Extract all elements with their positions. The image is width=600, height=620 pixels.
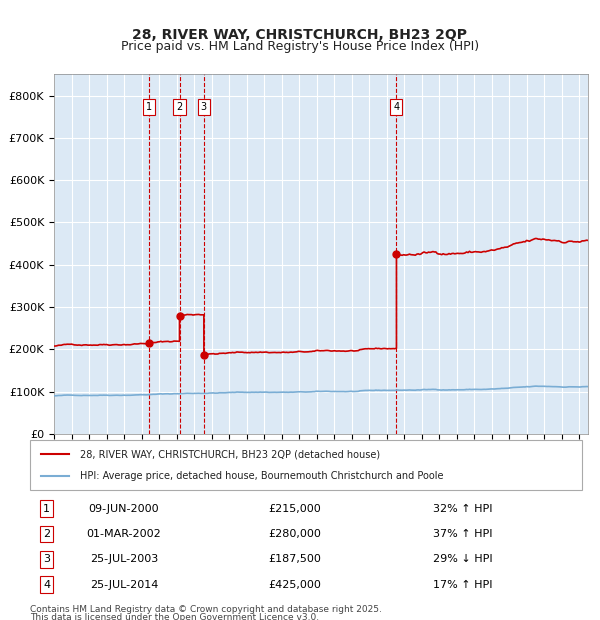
Text: 09-JUN-2000: 09-JUN-2000 bbox=[89, 504, 159, 514]
Text: This data is licensed under the Open Government Licence v3.0.: This data is licensed under the Open Gov… bbox=[30, 613, 319, 620]
Text: 2: 2 bbox=[43, 529, 50, 539]
Text: 29% ↓ HPI: 29% ↓ HPI bbox=[433, 554, 493, 564]
Text: 1: 1 bbox=[43, 504, 50, 514]
Text: 17% ↑ HPI: 17% ↑ HPI bbox=[433, 580, 493, 590]
Text: 25-JUL-2003: 25-JUL-2003 bbox=[90, 554, 158, 564]
Text: 28, RIVER WAY, CHRISTCHURCH, BH23 2QP (detached house): 28, RIVER WAY, CHRISTCHURCH, BH23 2QP (d… bbox=[80, 449, 380, 459]
Text: 37% ↑ HPI: 37% ↑ HPI bbox=[433, 529, 493, 539]
Text: HPI: Average price, detached house, Bournemouth Christchurch and Poole: HPI: Average price, detached house, Bour… bbox=[80, 471, 443, 481]
Text: £280,000: £280,000 bbox=[269, 529, 322, 539]
Text: 3: 3 bbox=[43, 554, 50, 564]
Text: 2: 2 bbox=[176, 102, 182, 112]
Text: £215,000: £215,000 bbox=[269, 504, 322, 514]
FancyBboxPatch shape bbox=[30, 440, 582, 490]
Text: 4: 4 bbox=[43, 580, 50, 590]
Text: 1: 1 bbox=[146, 102, 152, 112]
Text: 25-JUL-2014: 25-JUL-2014 bbox=[89, 580, 158, 590]
Text: 28, RIVER WAY, CHRISTCHURCH, BH23 2QP: 28, RIVER WAY, CHRISTCHURCH, BH23 2QP bbox=[133, 28, 467, 42]
Text: Contains HM Land Registry data © Crown copyright and database right 2025.: Contains HM Land Registry data © Crown c… bbox=[30, 604, 382, 614]
Text: 01-MAR-2002: 01-MAR-2002 bbox=[86, 529, 161, 539]
Text: £187,500: £187,500 bbox=[269, 554, 322, 564]
Text: £425,000: £425,000 bbox=[269, 580, 322, 590]
Text: 4: 4 bbox=[394, 102, 400, 112]
Text: 32% ↑ HPI: 32% ↑ HPI bbox=[433, 504, 493, 514]
Text: 3: 3 bbox=[201, 102, 207, 112]
Text: Price paid vs. HM Land Registry's House Price Index (HPI): Price paid vs. HM Land Registry's House … bbox=[121, 40, 479, 53]
